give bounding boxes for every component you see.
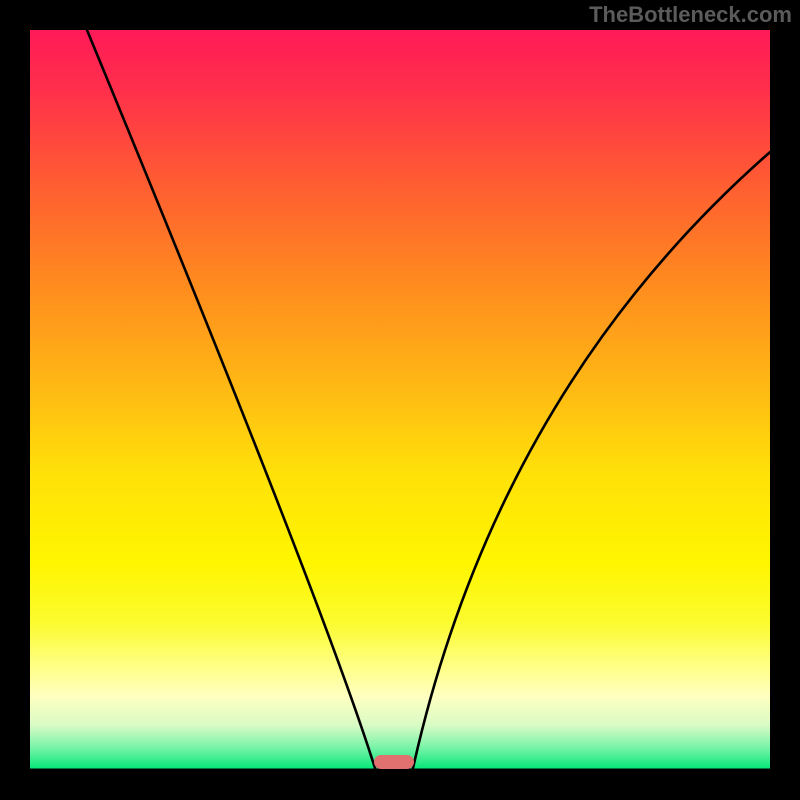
- curves-layer: [30, 30, 770, 770]
- plot-area: [30, 30, 770, 770]
- watermark-text: TheBottleneck.com: [589, 2, 792, 28]
- bottleneck-marker: [374, 755, 415, 769]
- chart-root: TheBottleneck.com: [0, 0, 800, 800]
